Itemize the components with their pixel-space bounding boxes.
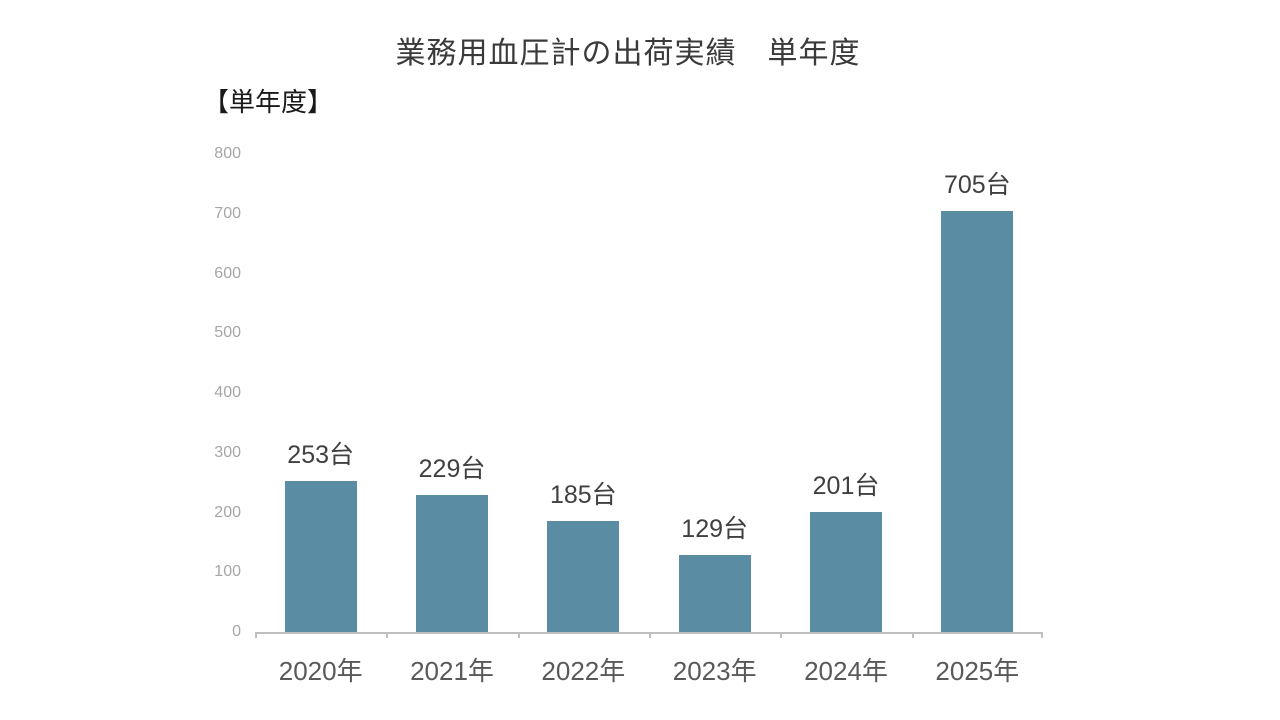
x-axis-category-label: 2020年 (278, 656, 363, 686)
y-axis-tick-label: 100 (214, 563, 241, 581)
x-axis-tick-mark (911, 632, 914, 638)
corner-label: 【単年度】 (203, 87, 334, 117)
bar-2020年 (284, 480, 357, 632)
x-axis-category-label: 2023年 (672, 656, 757, 686)
y-axis-tick-label: 0 (232, 623, 241, 640)
x-axis-tick-mark (255, 632, 257, 638)
x-axis-tick-mark (1041, 632, 1043, 638)
x-axis-category-label: 2025年 (935, 656, 1020, 686)
x-axis-category-label: 2022年 (541, 656, 626, 686)
bar-value-label: 229台 (418, 455, 486, 484)
y-axis-tick-label: 600 (214, 264, 241, 282)
x-axis-tick-mark (780, 632, 783, 638)
y-axis-tick-label: 800 (214, 145, 241, 162)
bar-value-label: 201台 (812, 471, 880, 500)
y-axis-tick-label: 300 (214, 443, 241, 461)
bar-2021年 (416, 495, 488, 632)
x-axis-tick-mark (649, 632, 651, 638)
chart-title: 業務用血圧計の出荷実績 単年度 (395, 37, 861, 70)
x-axis-tick-mark (517, 632, 520, 638)
bar-2024年 (810, 511, 882, 632)
bar-value-label: 129台 (681, 514, 749, 543)
bar-value-label: 253台 (287, 440, 355, 469)
y-axis-tick-label: 200 (214, 503, 241, 521)
bar-2025年 (941, 210, 1014, 632)
x-axis-category-label: 2021年 (410, 656, 494, 686)
y-axis-tick-label: 400 (214, 384, 241, 401)
bar-2023年 (678, 554, 751, 632)
y-axis-tick-label: 700 (214, 204, 241, 222)
bar-value-label: 705台 (943, 170, 1011, 199)
y-axis-tick-label: 500 (214, 324, 241, 342)
bar-value-label: 185台 (549, 481, 617, 510)
x-axis-category-label: 2024年 (804, 656, 888, 686)
bar-2022年 (547, 521, 620, 632)
x-axis-tick-mark (386, 632, 389, 638)
